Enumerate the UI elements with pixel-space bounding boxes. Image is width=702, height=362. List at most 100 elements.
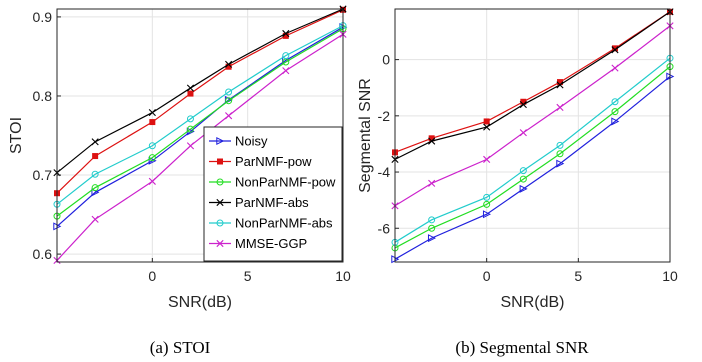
segsnr-series-line-noisy: [394, 76, 671, 260]
stoi-point-parnmf-abs: [148, 108, 156, 117]
segsnr-x-axis-label: SNR(dB): [500, 294, 564, 311]
segsnr-point-noisy: [519, 184, 528, 193]
segsnr-y-tick-label: -4: [378, 164, 391, 180]
segsnr-plot-frame: [394, 8, 671, 263]
stoi-series-line-nonparnmf-pow: [56, 28, 344, 217]
stoi-x-tick-label: 0: [148, 268, 156, 284]
stoi-point-noisy: [148, 156, 157, 165]
segsnr-point-nonparnmf-abs: [428, 216, 436, 224]
segsnr-series: [391, 8, 675, 264]
legend-marker-parnmf-abs: [216, 198, 224, 207]
stoi-y-tick-label: 0.7: [33, 167, 53, 183]
segsnr-point-nonparnmf-abs: [519, 167, 527, 175]
legend-marker-nonparnmf-pow: [216, 178, 224, 186]
legend-label-mmse-ggp: MMSE-GGP: [235, 236, 307, 251]
stoi-x-ticks: 0 5 10: [148, 258, 351, 284]
segsnr-point-nonparnmf-pow: [519, 175, 527, 183]
segsnr-point-mmse-ggp: [556, 103, 564, 111]
segsnr-series-line-parnmf-pow: [394, 11, 671, 153]
segsnr-point-noisy: [556, 159, 565, 168]
legend-label-parnmf-abs: ParNMF-abs: [235, 195, 309, 210]
stoi-y-ticks: 0.6 0.7 0.8 0.9: [33, 9, 61, 262]
legend-marker-mmse-ggp: [216, 239, 224, 248]
segsnr-point-mmse-ggp: [428, 179, 436, 187]
segsnr-x-tick-label: 5: [574, 268, 582, 284]
segsnr-point-nonparnmf-pow: [611, 108, 619, 116]
segsnr-y-axis-label: Segmental SNR: [357, 78, 374, 193]
segsnr-point-parnmf-pow: [483, 118, 490, 125]
legend-label-nonparnmf-pow: NonParNMF-pow: [235, 175, 336, 190]
stoi-x-tick-label: 5: [244, 268, 252, 284]
segsnr-point-parnmf-abs: [556, 81, 564, 89]
legend-marker-nonparnmf-abs: [216, 219, 224, 227]
legend-marker-parnmf-pow: [217, 158, 223, 165]
stoi-chart: 0 5 10 0.60.70.80.9 SNR(dB) STOI (a) STOI …: [8, 5, 351, 357]
stoi-point-parnmf-pow: [187, 90, 194, 97]
stoi-series-line-noisy: [56, 26, 344, 227]
stoi-point-parnmf-pow: [92, 153, 99, 160]
stoi-point-mmse-ggp: [148, 177, 156, 185]
segsnr-point-parnmf-abs: [483, 123, 491, 131]
legend-marker-noisy: [216, 136, 225, 146]
stoi-series: [53, 5, 348, 265]
segsnr-point-noisy: [482, 210, 491, 219]
stoi-point-mmse-ggp: [186, 142, 195, 150]
stoi-point-nonparnmf-abs: [225, 88, 233, 96]
stoi-x-axis-label: SNR(dB): [168, 294, 232, 311]
stoi-point-nonparnmf-pow: [91, 184, 99, 192]
segsnr-point-noisy: [427, 234, 436, 243]
segsnr-caption: (b) Segmental SNR: [455, 338, 589, 357]
stoi-point-parnmf-abs: [186, 84, 195, 92]
segsnr-x-ticks: 0 5 10: [483, 258, 678, 284]
stoi-series-line-nonparnmf-abs: [56, 25, 344, 205]
stoi-point-nonparnmf-pow: [186, 125, 194, 133]
stoi-y-tick-label: 0.8: [33, 88, 53, 104]
stoi-y-axis-label: STOI: [8, 117, 25, 154]
segsnr-point-nonparnmf-pow: [428, 224, 436, 232]
legend-label-nonparnmf-abs: NonParNMF-abs: [235, 216, 333, 231]
segsnr-y-tick-label: 0: [382, 52, 390, 68]
stoi-point-parnmf-abs: [225, 60, 233, 68]
segmental-snr-chart: 0 5 10 -6 -4 -2 0 SNR(dB) Segmental SNR (b) S…: [357, 8, 678, 357]
segsnr-y-tick-label: -2: [378, 108, 391, 124]
stoi-y-tick-label: 0.9: [33, 9, 53, 25]
stoi-caption: (a) STOI: [150, 338, 211, 357]
stoi-plot-frame: [56, 8, 344, 263]
segsnr-x-tick-label: 10: [662, 268, 678, 284]
stoi-point-parnmf-pow: [149, 119, 156, 126]
stoi-x-tick-label: 10: [335, 268, 351, 284]
segsnr-point-nonparnmf-abs: [556, 141, 564, 149]
legend-box: [203, 126, 343, 262]
stoi-point-nonparnmf-pow: [148, 154, 156, 162]
legend-label-parnmf-pow: ParNMF-pow: [235, 154, 312, 169]
segsnr-series-line-nonparnmf-pow: [394, 66, 671, 249]
segsnr-y-tick-label: -6: [378, 220, 391, 236]
segsnr-point-parnmf-abs: [519, 100, 527, 109]
segsnr-point-nonparnmf-pow: [556, 150, 564, 158]
segsnr-point-mmse-ggp: [519, 129, 527, 137]
segsnr-series-line-nonparnmf-abs: [394, 57, 671, 243]
stoi-y-tick-label: 0.6: [33, 246, 53, 262]
stoi-point-parnmf-abs: [91, 138, 99, 146]
legend: Noisy ParNMF-pow NonParNMF-pow ParNMF-abs No…: [203, 126, 343, 262]
segsnr-point-parnmf-abs: [428, 137, 436, 145]
stoi-point-mmse-ggp: [282, 67, 290, 75]
stoi-point-mmse-ggp: [225, 112, 233, 120]
segsnr-point-nonparnmf-abs: [483, 193, 491, 201]
stoi-point-parnmf-abs: [282, 29, 290, 38]
stoi-point-nonparnmf-abs: [148, 142, 156, 150]
stoi-point-nonparnmf-abs: [186, 115, 194, 123]
stoi-point-nonparnmf-pow: [225, 97, 233, 105]
stoi-point-nonparnmf-abs: [282, 52, 290, 60]
segsnr-point-nonparnmf-abs: [611, 98, 619, 106]
segsnr-point-noisy: [611, 117, 620, 126]
stoi-point-mmse-ggp: [91, 215, 99, 223]
segsnr-point-mmse-ggp: [611, 64, 619, 72]
segsnr-x-tick-label: 0: [483, 268, 491, 284]
segsnr-point-parnmf-abs: [611, 46, 619, 54]
segsnr-point-nonparnmf-pow: [483, 200, 491, 208]
legend-label-noisy: Noisy: [235, 134, 268, 149]
segsnr-grid: [395, 9, 671, 262]
stoi-point-nonparnmf-abs: [91, 170, 99, 178]
